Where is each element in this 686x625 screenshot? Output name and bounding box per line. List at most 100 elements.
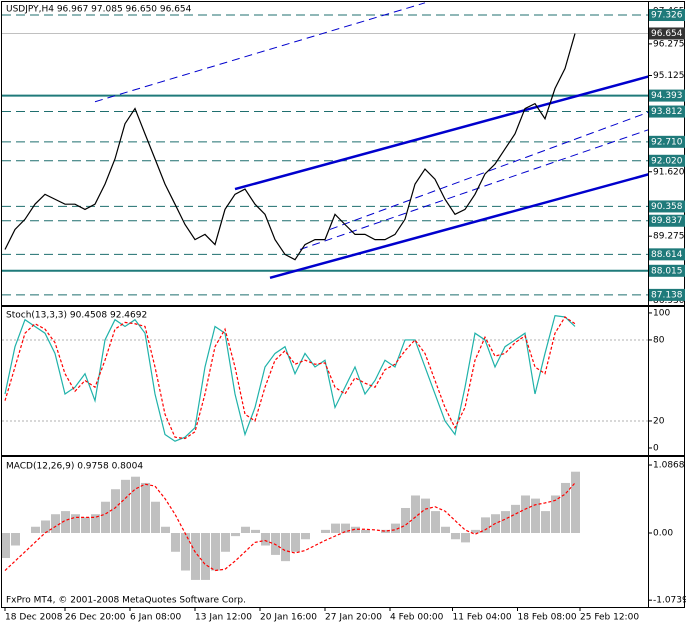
histogram-bar xyxy=(261,533,270,546)
footer: FxPro MT4, © 2001-2008 MetaQuotes Softwa… xyxy=(6,596,246,606)
level-box xyxy=(649,105,685,118)
plot-area xyxy=(2,2,648,296)
histogram-bar xyxy=(101,501,110,534)
histogram-bar xyxy=(551,495,560,534)
trend-line xyxy=(94,2,426,103)
histogram-bar xyxy=(411,495,420,534)
histogram-bar xyxy=(131,476,140,534)
level-box xyxy=(649,288,685,301)
histogram-bar xyxy=(41,520,50,534)
level-label: 89.837 xyxy=(651,216,683,226)
solid-level-label: 94.393 xyxy=(651,91,683,101)
histogram-bar xyxy=(241,526,250,534)
stoch-panel xyxy=(1,306,685,456)
histogram-bar xyxy=(461,533,470,543)
last-price-label: 96.654 xyxy=(651,29,683,39)
y-tick-label: 0.00 xyxy=(653,529,673,539)
histogram-bar xyxy=(61,511,70,534)
histogram-bar xyxy=(431,511,440,534)
histogram-bar xyxy=(121,479,130,534)
y-tick-label: 96.275 xyxy=(653,39,685,49)
x-tick-label: 13 Jan 12:00 xyxy=(195,613,252,623)
x-tick-label: 20 Jan 16:00 xyxy=(260,613,317,623)
histogram-bar xyxy=(421,498,430,534)
histogram-bar xyxy=(191,533,200,580)
x-tick-label: 26 Dec 20:00 xyxy=(65,613,126,623)
histogram-bar xyxy=(481,517,490,534)
histogram-bar xyxy=(471,529,480,534)
trend-line xyxy=(234,75,648,191)
level-box xyxy=(649,154,685,167)
level-label: 88.614 xyxy=(651,250,683,260)
y-tick-label: 0 xyxy=(653,443,659,453)
last-price-box xyxy=(649,27,685,40)
y-tick-label: 95.125 xyxy=(653,71,685,81)
histogram-bar xyxy=(381,529,390,534)
histogram-bar xyxy=(361,529,370,534)
macd-title: MACD(12,26,9) 0.9758 0.8004 xyxy=(6,462,143,472)
histogram-bar xyxy=(161,526,170,534)
histogram-bar xyxy=(391,523,400,534)
level-box xyxy=(649,200,685,213)
y-tick-label: 86.930 xyxy=(653,296,685,306)
histogram-bar xyxy=(511,504,520,534)
histogram-bar xyxy=(171,533,180,552)
y-tick-label: 91.620 xyxy=(653,167,685,177)
y-tick-label: 80 xyxy=(653,335,665,345)
histogram-bar xyxy=(341,523,350,534)
y-tick-label: 89.275 xyxy=(653,232,685,242)
histogram-bar xyxy=(521,495,530,534)
x-tick-label: 25 Feb 12:00 xyxy=(580,613,639,623)
histogram-bar xyxy=(451,533,460,540)
level-box xyxy=(649,135,685,148)
x-tick-label: 4 Feb 00:00 xyxy=(390,613,444,623)
solid-level-label: 88.015 xyxy=(651,266,683,276)
main-title: USDJPY,H4 96.967 97.085 96.650 96.654 xyxy=(6,5,192,15)
trend-line xyxy=(299,129,648,250)
histogram-bar xyxy=(281,533,290,562)
solid-level-box xyxy=(649,89,685,102)
x-tick-label: 18 Dec 2008 xyxy=(5,613,63,623)
plot-area xyxy=(2,314,648,442)
macd-panel xyxy=(1,456,685,608)
x-tick-label: 27 Jan 20:00 xyxy=(325,613,382,623)
histogram-bar xyxy=(111,489,120,534)
histogram-bar xyxy=(31,526,40,534)
x-tick-label: 11 Feb 04:00 xyxy=(453,613,512,623)
histogram-bar xyxy=(301,533,310,540)
stoch-title: Stoch(13,3,3) 90.4508 92.4692 xyxy=(6,311,147,321)
histogram-bar xyxy=(441,526,450,534)
x-tick-label: 18 Feb 08:00 xyxy=(518,613,577,623)
histogram-bar xyxy=(331,523,340,534)
histogram-bar xyxy=(71,514,80,534)
histogram-bar xyxy=(291,533,300,552)
histogram-bar xyxy=(571,471,580,534)
histogram-bar xyxy=(221,533,230,552)
solid-level-box xyxy=(649,264,685,277)
histogram-bar xyxy=(2,533,10,559)
level-box xyxy=(649,9,685,22)
histogram-bar xyxy=(501,511,510,534)
histogram-bar xyxy=(201,533,210,580)
histogram-bar xyxy=(11,533,20,546)
histogram-bar xyxy=(151,501,160,534)
histogram-bar xyxy=(181,533,190,571)
histogram-bar xyxy=(321,529,330,534)
histogram-bar xyxy=(141,482,150,534)
main-panel xyxy=(1,1,685,306)
level-box xyxy=(649,248,685,261)
histogram-bar xyxy=(211,533,220,571)
series-line xyxy=(4,33,576,261)
x-tick-label: 6 Jan 08:00 xyxy=(130,613,182,623)
level-label: 87.138 xyxy=(651,290,683,300)
y-tick-label: -1.0739 xyxy=(653,596,686,606)
y-tick-label: 20 xyxy=(653,416,665,426)
histogram-bar xyxy=(91,514,100,534)
y-tick-label: 1.0868 xyxy=(653,461,685,471)
histogram-bar xyxy=(81,517,90,534)
level-label: 92.710 xyxy=(651,137,683,147)
histogram-bar xyxy=(51,514,60,534)
series-line xyxy=(4,316,576,440)
plot-area xyxy=(2,471,580,580)
